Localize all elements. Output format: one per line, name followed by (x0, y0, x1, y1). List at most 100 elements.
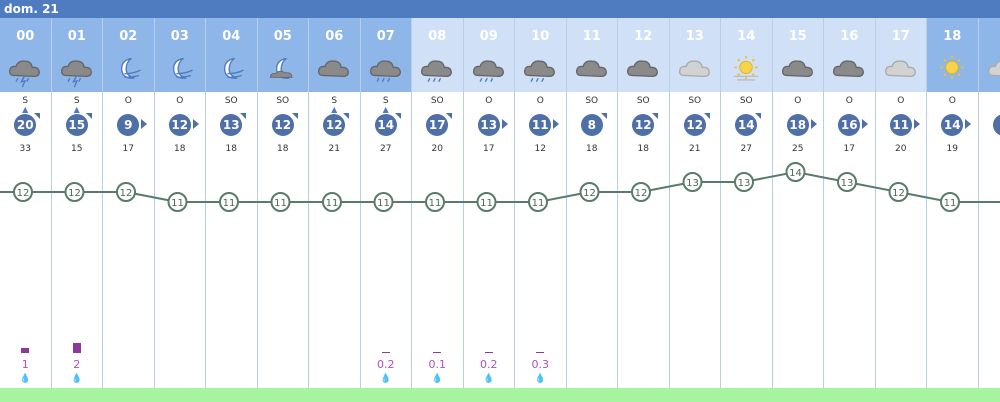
temperature-point: 12 (13, 182, 33, 202)
temperature-point: 11 (476, 192, 497, 212)
precip-value: 0.2 (377, 358, 395, 371)
temperature-label: 11 (429, 198, 442, 209)
temperature-point: 13 (682, 172, 703, 192)
temperature-label: 11 (223, 198, 236, 209)
wind-pointer-icon (343, 113, 349, 119)
wind-direction: SO (276, 96, 290, 106)
hour-label: 04 (222, 29, 241, 44)
temperature-label: 12 (120, 188, 133, 199)
temperature-point: 12 (888, 182, 909, 202)
wind-direction: SO (224, 96, 238, 106)
wind-gust: 33 (19, 144, 31, 154)
temperature-label: 11 (274, 198, 287, 209)
cloud-icon (829, 54, 869, 84)
hour-column: 16 O 16 17 (824, 18, 876, 402)
wind-gust: 18 (277, 144, 289, 154)
wind-gust: 15 (71, 144, 83, 154)
hour-band (51, 18, 102, 92)
wind-gust: 21 (689, 144, 701, 154)
temperature-point: 11 (322, 192, 342, 212)
temperature-label: 11 (377, 198, 390, 209)
precip-value: 0.2 (480, 358, 498, 371)
temperature-chart: 12 12 12 11 11 11 11 11 11 11 11 12 12 13 13 14 13 12 11 (0, 162, 1000, 212)
wind-pointer-icon (810, 119, 817, 129)
hour-label: 16 (840, 29, 859, 44)
wind-gust: 27 (740, 144, 752, 154)
temperature-point: 11 (219, 192, 239, 212)
hour-label: 15 (788, 29, 807, 44)
hour-column: 14 SO 14 27 (721, 18, 773, 402)
hour-label: 01 (67, 29, 86, 44)
hour-column: 05 SO 12 18 (257, 18, 309, 402)
wind-direction: SO (688, 96, 702, 106)
hour-label: 03 (170, 29, 189, 44)
wind-speed-badge: 17 (426, 114, 449, 136)
wind-direction: O (485, 96, 493, 106)
sun-icon (932, 54, 972, 84)
wind-gust: 20 (431, 144, 443, 154)
precip-bar (484, 351, 493, 353)
precip-value: 2 (73, 358, 81, 371)
cloud-icon (778, 54, 818, 84)
cloud-rain-icon (469, 54, 509, 84)
hour-label: 08 (428, 29, 447, 44)
wind-gust: 18 (586, 144, 598, 154)
temperature-label: 12 (17, 188, 30, 199)
temperature-point: 12 (64, 182, 85, 202)
wind-speed-badge: 18 (786, 114, 809, 136)
wind-direction: SO (430, 96, 444, 106)
hour-column: 11 SO 8 18 (566, 18, 618, 402)
wind-arrow-icon: ▲ (73, 105, 80, 114)
temperature-point: 13 (837, 172, 857, 192)
precip-value: 1 (21, 358, 29, 371)
hour-label: 10 (531, 29, 550, 44)
temperature-label: 13 (841, 178, 854, 189)
wind-gust: 18 (637, 144, 649, 154)
hour-band (103, 18, 154, 92)
hour-label: 13 (685, 29, 704, 44)
wind-arrow-icon: ▲ (382, 105, 389, 114)
temperature-label: 12 (583, 188, 596, 199)
wind-direction: O (897, 96, 905, 106)
hour-label: 18 (943, 29, 962, 44)
wind-gust: 19 (946, 144, 958, 154)
wind-direction: O (176, 96, 184, 106)
wind-speed-badge: 11 (889, 114, 912, 136)
wind-pointer-icon (913, 119, 920, 129)
wind-direction: O (536, 96, 544, 106)
sun-haze-icon (726, 54, 766, 84)
wind-speed-badge: 12 (683, 114, 706, 136)
wind-speed-badge: 12 (271, 114, 294, 136)
temperature-point: 11 (425, 192, 445, 212)
moon-wind-icon (211, 54, 251, 84)
temperature-label: 12 (635, 188, 648, 199)
hour-column: 10 O 11 12 0.3 💧 (515, 18, 567, 402)
wind-gust: 21 (328, 144, 340, 154)
precip-bar (381, 351, 390, 353)
cloud-light-icon (675, 54, 715, 84)
wind-pointer-icon (446, 113, 452, 119)
temperature-label: 11 (944, 198, 957, 209)
hour-band (412, 18, 463, 92)
cloud-icon (314, 54, 354, 84)
precip-bar (72, 343, 81, 353)
hour-column: 17 O 11 20 (875, 18, 927, 402)
hour-column: 18 O 14 19 (927, 18, 979, 402)
wind-gust: 18 (225, 144, 237, 154)
wind-pointer-icon (755, 113, 761, 119)
temperature-point: 12 (631, 182, 651, 202)
wind-direction: SO (739, 96, 753, 106)
wind-pointer-icon (141, 119, 147, 129)
wind-direction: SO (636, 96, 650, 106)
wind-speed-badge: 14 (374, 114, 397, 136)
precip-value: 0.3 (531, 358, 550, 371)
cloud-storm-icon (5, 54, 45, 88)
wind-direction: S (331, 96, 338, 106)
wind-direction: SO (585, 96, 599, 106)
wind-speed-badge: 13 (220, 114, 243, 136)
wind-gust: 25 (792, 144, 804, 154)
cloud-storm-icon (57, 54, 97, 88)
temperature-label: 13 (738, 178, 751, 189)
hour-column: 13 SO 12 21 (669, 18, 721, 402)
wind-direction: O (845, 96, 853, 106)
